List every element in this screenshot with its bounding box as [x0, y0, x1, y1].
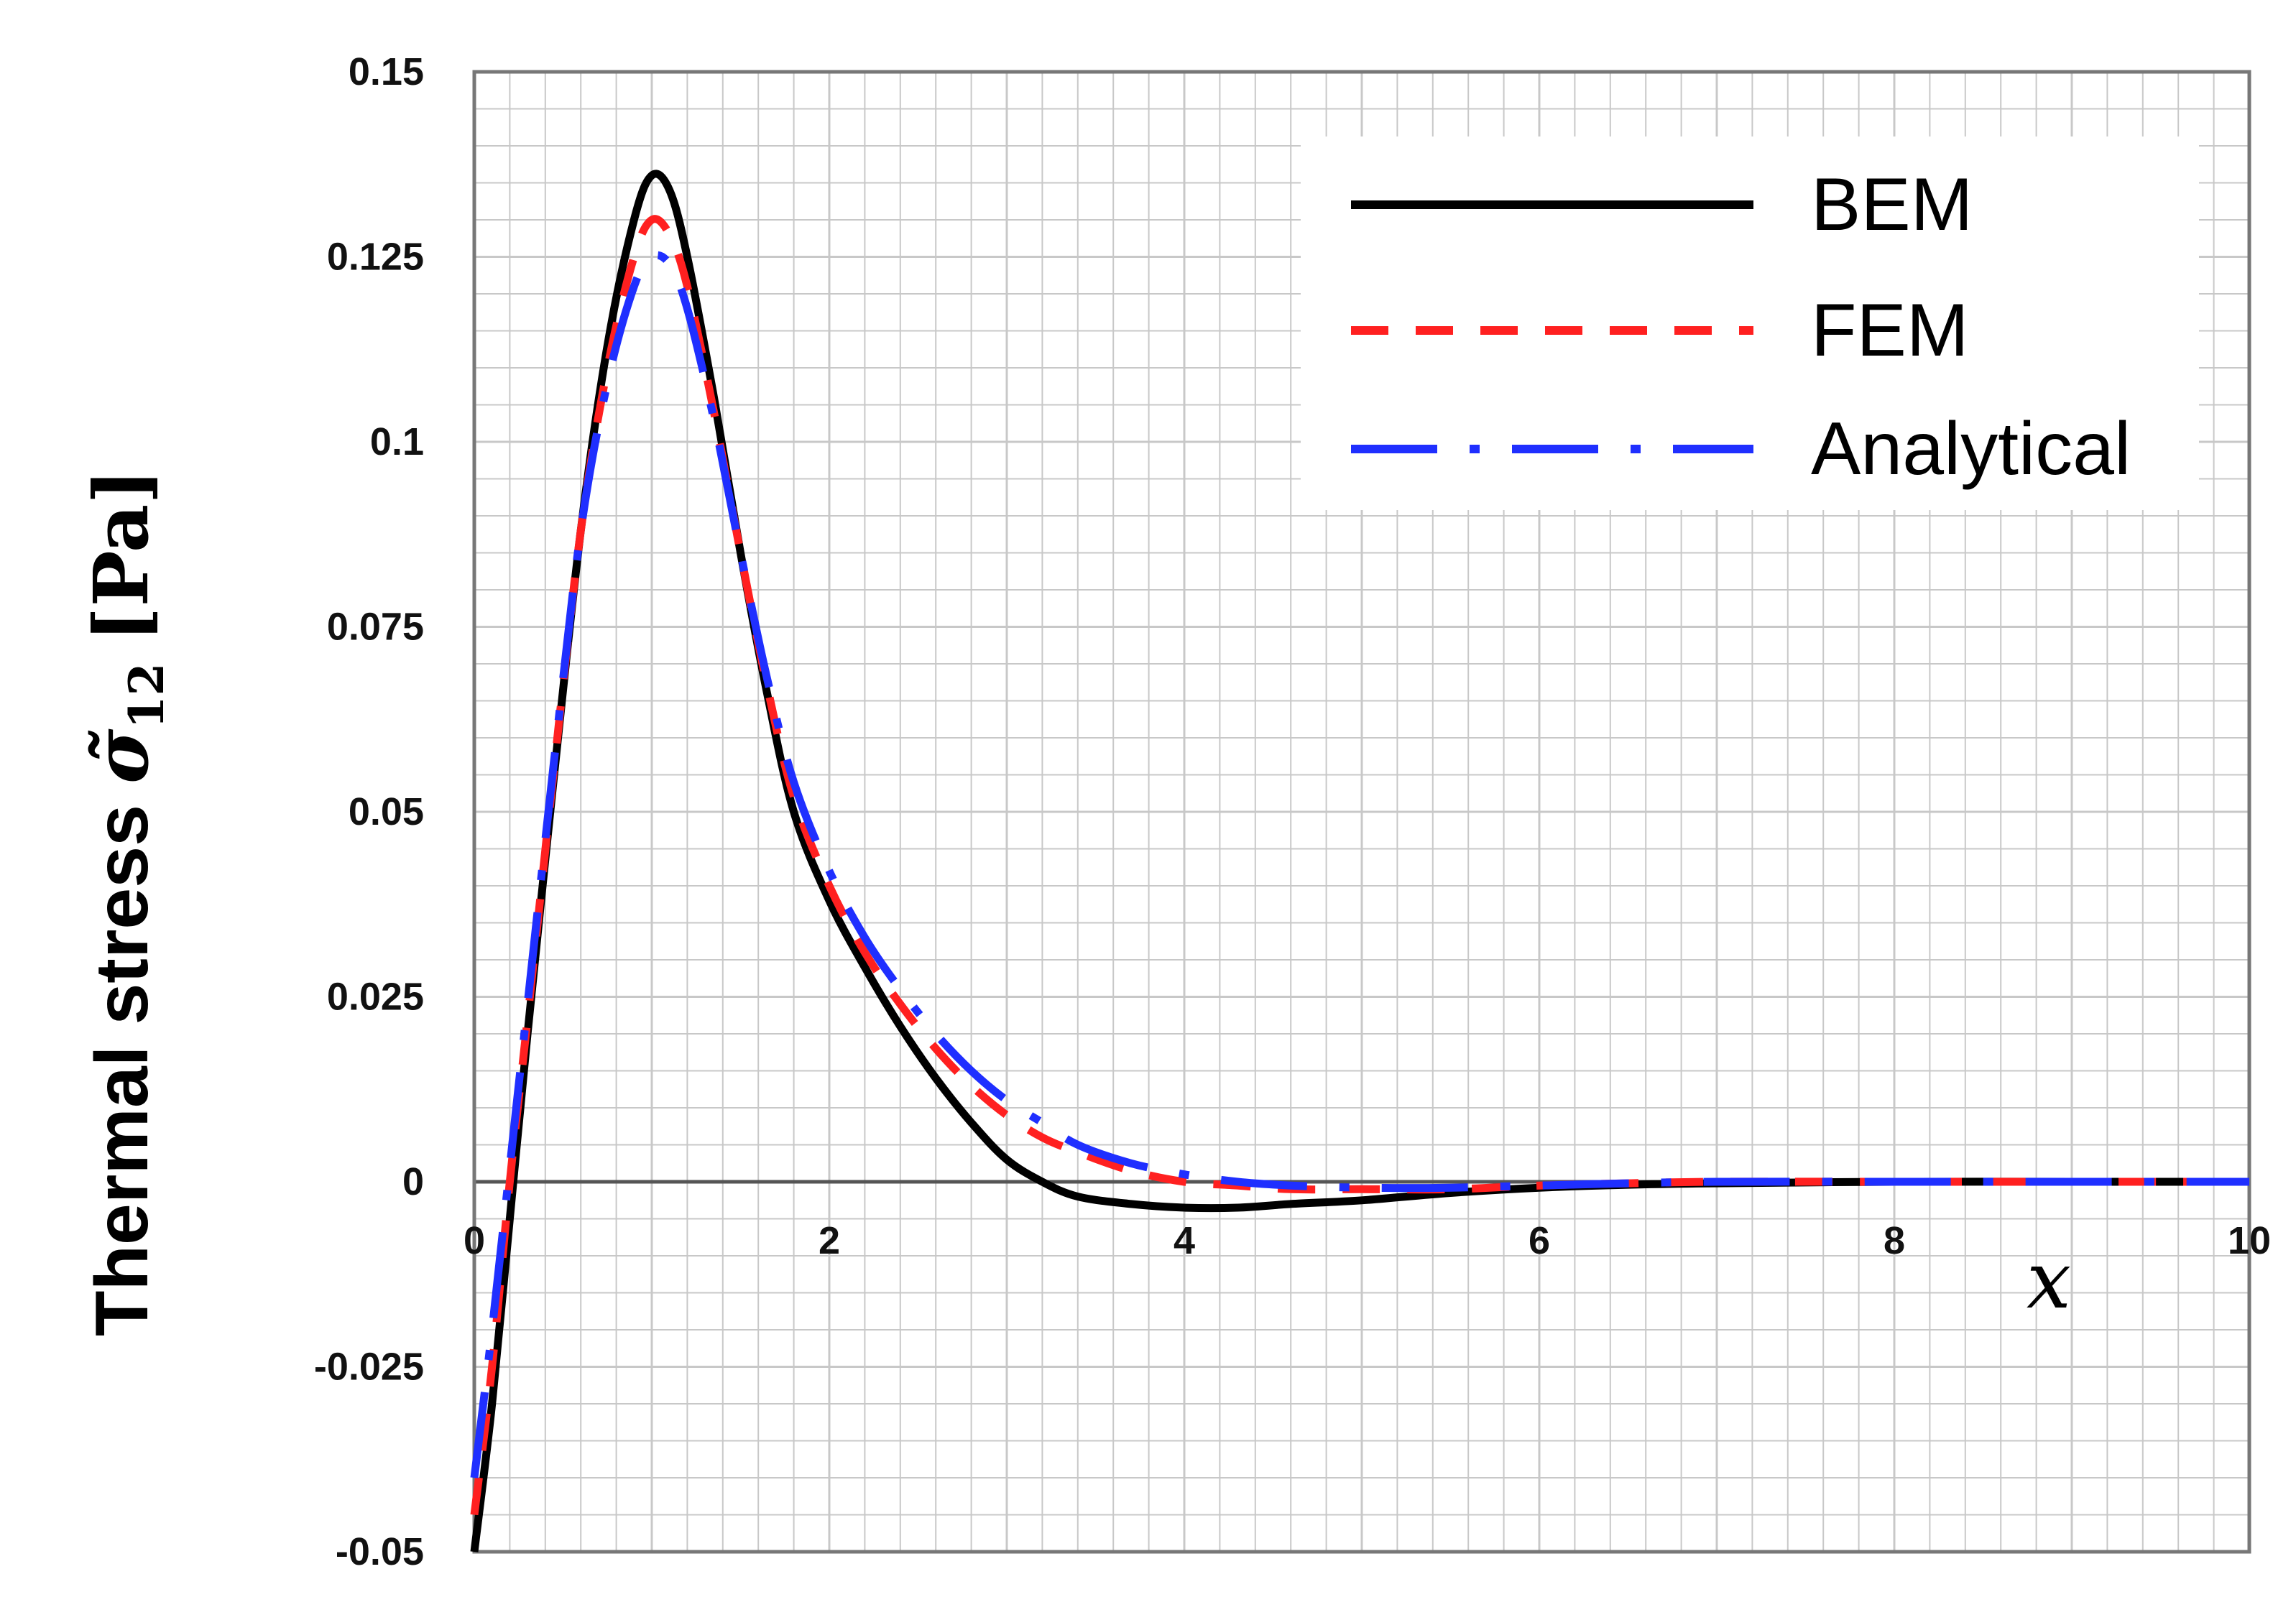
grid-lines [473, 70, 2251, 1553]
x-tick-label: 10 [2228, 1219, 2271, 1262]
y-tick-label: -0.05 [336, 1530, 424, 1573]
y-tick-label: -0.025 [314, 1346, 424, 1389]
series-lines [470, 170, 2249, 1552]
legend-label-bem: BEM [1811, 163, 1973, 246]
y-tick-label: 0.125 [327, 236, 424, 279]
y-tick-label: 0.15 [349, 50, 424, 93]
y-tick-label: 0.1 [370, 420, 424, 463]
x-tick-label: 6 [1529, 1219, 1550, 1262]
y-axis-label-subscript: 12 [119, 663, 175, 729]
x-tick-label: 8 [1884, 1219, 1905, 1262]
x-axis-tick-labels: 0 2 4 6 8 10 [464, 1219, 2271, 1262]
y-tick-label: 0.05 [349, 790, 424, 833]
series-line-analytical [470, 251, 2249, 1479]
legend-label-analytical: Analytical [1811, 407, 2131, 491]
y-axis-label-text: Thermal stress [80, 805, 164, 1336]
y-axis-tick-labels: 0.15 0.125 0.1 0.075 0.05 0.025 0 -0.025 -0.05 [314, 50, 424, 1573]
y-tick-label: 0.075 [327, 606, 424, 649]
x-tick-label: 2 [819, 1219, 840, 1262]
x-tick-label: 0 [464, 1219, 485, 1262]
x-axis-label: x [2027, 1234, 2071, 1326]
legend: BEM FEM Analytical [1301, 136, 2199, 510]
legend-label-fem: FEM [1811, 289, 1969, 372]
y-axis-label-symbol: σ̃ [77, 728, 165, 784]
y-tick-label: 0 [402, 1160, 424, 1203]
y-tick-label: 0.025 [327, 976, 424, 1019]
x-tick-label: 4 [1174, 1219, 1195, 1262]
plot-area-frame [472, 70, 2251, 1554]
y-axis-label: Thermal stress σ̃12 [Pa] [77, 468, 175, 1336]
y-axis-label-unit: [Pa] [77, 468, 165, 642]
